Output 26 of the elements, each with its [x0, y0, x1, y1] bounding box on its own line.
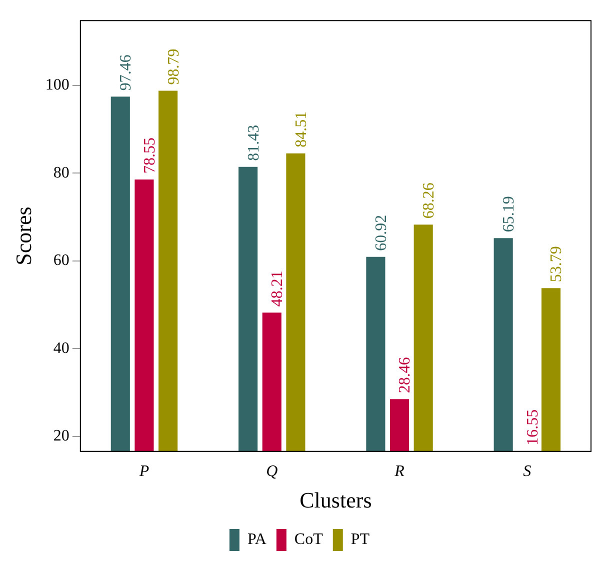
data-label: 81.43: [245, 124, 262, 161]
y-tick-label: 40: [53, 340, 70, 357]
y-axis-title: Scores: [10, 206, 36, 266]
x-tick-label: R: [394, 463, 405, 480]
y-tick-label: 80: [53, 164, 70, 182]
y-tick-label: 20: [53, 427, 70, 444]
data-label: 97.46: [118, 54, 135, 91]
data-label: 28.46: [396, 357, 414, 394]
legend-label: PA: [247, 531, 267, 548]
data-label: 84.51: [292, 111, 310, 148]
x-tick-label: P: [138, 463, 150, 480]
data-label: 48.21: [269, 270, 286, 307]
data-label: 60.92: [372, 214, 390, 251]
data-label: 98.79: [165, 48, 182, 85]
data-label: 65.19: [500, 196, 518, 232]
legend-label: PT: [350, 531, 370, 548]
data-label: 53.79: [548, 246, 566, 282]
data-label: 78.55: [141, 138, 158, 174]
y-tick-label: 100: [45, 76, 70, 94]
y-tick-label: 60: [53, 252, 70, 270]
x-tick-label: S: [523, 463, 532, 480]
legend-label: CoT: [294, 531, 324, 548]
x-axis-title: Clusters: [300, 488, 372, 513]
x-tick-label: Q: [266, 463, 278, 480]
data-label: 16.55: [524, 409, 542, 446]
data-label: 68.26: [420, 182, 438, 219]
